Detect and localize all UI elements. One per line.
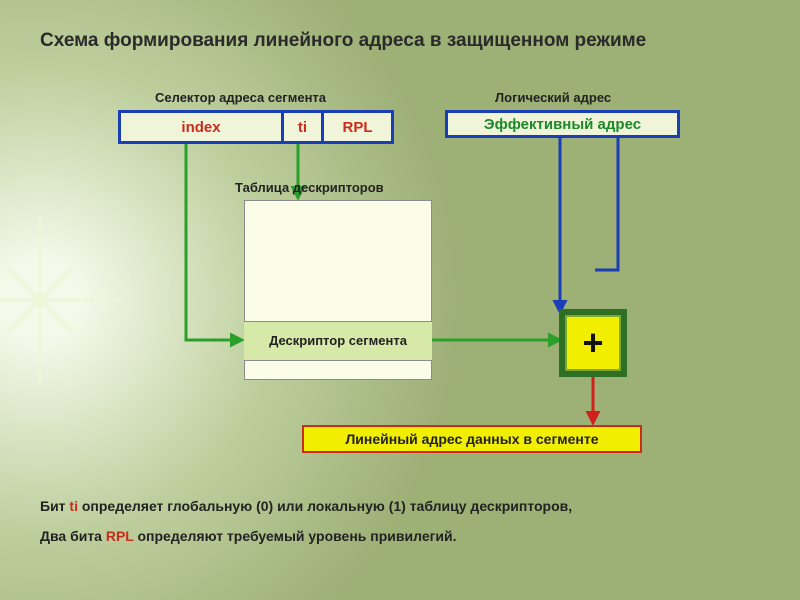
- label-desc_table: Таблица дескрипторов: [235, 180, 384, 195]
- diagram-stage: Схема формирования линейного адреса в за…: [0, 0, 800, 600]
- selector-cell-ti: ti: [281, 113, 321, 141]
- linear-address-box: Линейный адрес данных в сегменте: [302, 425, 642, 453]
- descriptor-table: Дескриптор сегмента: [244, 200, 432, 380]
- adder-symbol: +: [565, 315, 621, 371]
- footnote-1-part-0: Два бита: [40, 528, 106, 544]
- label-selector: Селектор адреса сегмента: [155, 90, 326, 105]
- footnote-1-part-1: RPL: [106, 528, 134, 544]
- footnote-0-part-2: определяет глобальную (0) или локальную …: [78, 498, 572, 514]
- arrow-index_to_table: [186, 138, 242, 340]
- descriptor-row: Дескриптор сегмента: [244, 321, 432, 361]
- footnote-0-part-1: ti: [69, 498, 78, 514]
- footnote-0: Бит ti определяет глобальную (0) или лок…: [40, 498, 760, 514]
- arrow-eff_side: [595, 138, 618, 270]
- background-star: [0, 220, 120, 380]
- selector-cell-rpl: RPL: [321, 113, 391, 141]
- footnote-0-part-0: Бит: [40, 498, 69, 514]
- footnote-1-part-2: определяют требуемый уровень привилегий.: [134, 528, 457, 544]
- effective-address-box: Эффективный адрес: [445, 110, 680, 138]
- diagram-title: Схема формирования линейного адреса в за…: [40, 30, 760, 52]
- adder-box: +: [559, 309, 627, 377]
- footnote-1: Два бита RPL определяют требуемый уровен…: [40, 528, 760, 544]
- selector-cell-index: index: [121, 113, 281, 141]
- selector-box: indextiRPL: [118, 110, 394, 144]
- label-logical: Логический адрес: [495, 90, 611, 105]
